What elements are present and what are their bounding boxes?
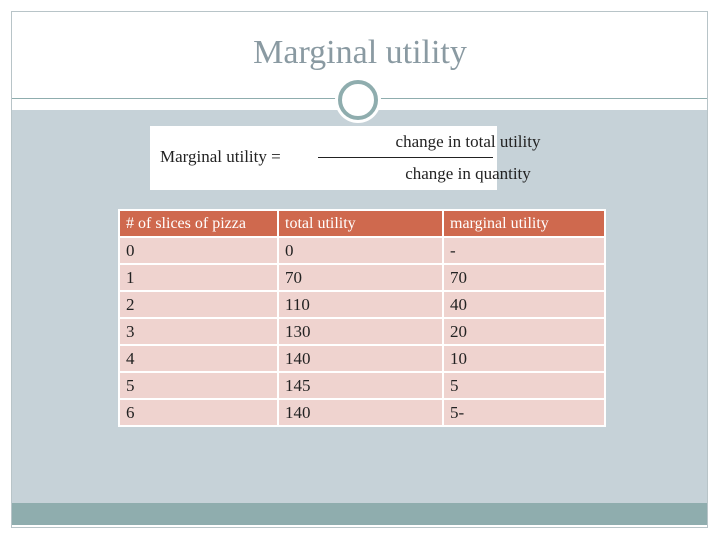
fraction-bar [318,157,493,158]
table-cell: 140 [277,398,444,427]
table-row: 6 140 5- [118,398,606,427]
formula-lhs: Marginal utility = [160,147,281,166]
header-row: # of slices of pizza total utility margina… [118,209,606,238]
table-cell: 6 [118,398,279,427]
table-cell: 20 [442,317,606,346]
table-cell: 5- [442,398,606,427]
table-row: 2 110 40 [118,290,606,319]
table-row: 5 145 5 [118,371,606,400]
table-cell: 5 [442,371,606,400]
table-row: 4 140 10 [118,344,606,373]
table-cell: 145 [277,371,444,400]
header-cell: marginal utility [442,209,606,238]
table-cell: - [442,236,606,265]
header-cell: total utility [277,209,444,238]
table-cell: 2 [118,290,279,319]
table-cell: 110 [277,290,444,319]
table-cell: 40 [442,290,606,319]
table-cell: 70 [277,263,444,292]
table-cell: 70 [442,263,606,292]
table-cell: 3 [118,317,279,346]
formula: Marginal utility = change in total utili… [150,126,540,190]
table-cell: 10 [442,344,606,373]
formula-denominator: change in quantity [405,164,531,183]
utility-table: # of slices of pizza total utility margina… [118,209,606,427]
title: Marginal utility [253,34,467,71]
table-cell: 0 [118,236,279,265]
table-cell: 0 [277,236,444,265]
table-cell: 5 [118,371,279,400]
table-row: 1 70 70 [118,263,606,292]
header-cell: # of slices of pizza [118,209,279,238]
table-row: 3 130 20 [118,317,606,346]
table-cell: 1 [118,263,279,292]
divider-circle [338,80,378,120]
table-cell: 140 [277,344,444,373]
footer-band [12,503,707,525]
table-cell: 130 [277,317,444,346]
table-cell: 4 [118,344,279,373]
formula-numerator: change in total utility [395,132,541,151]
